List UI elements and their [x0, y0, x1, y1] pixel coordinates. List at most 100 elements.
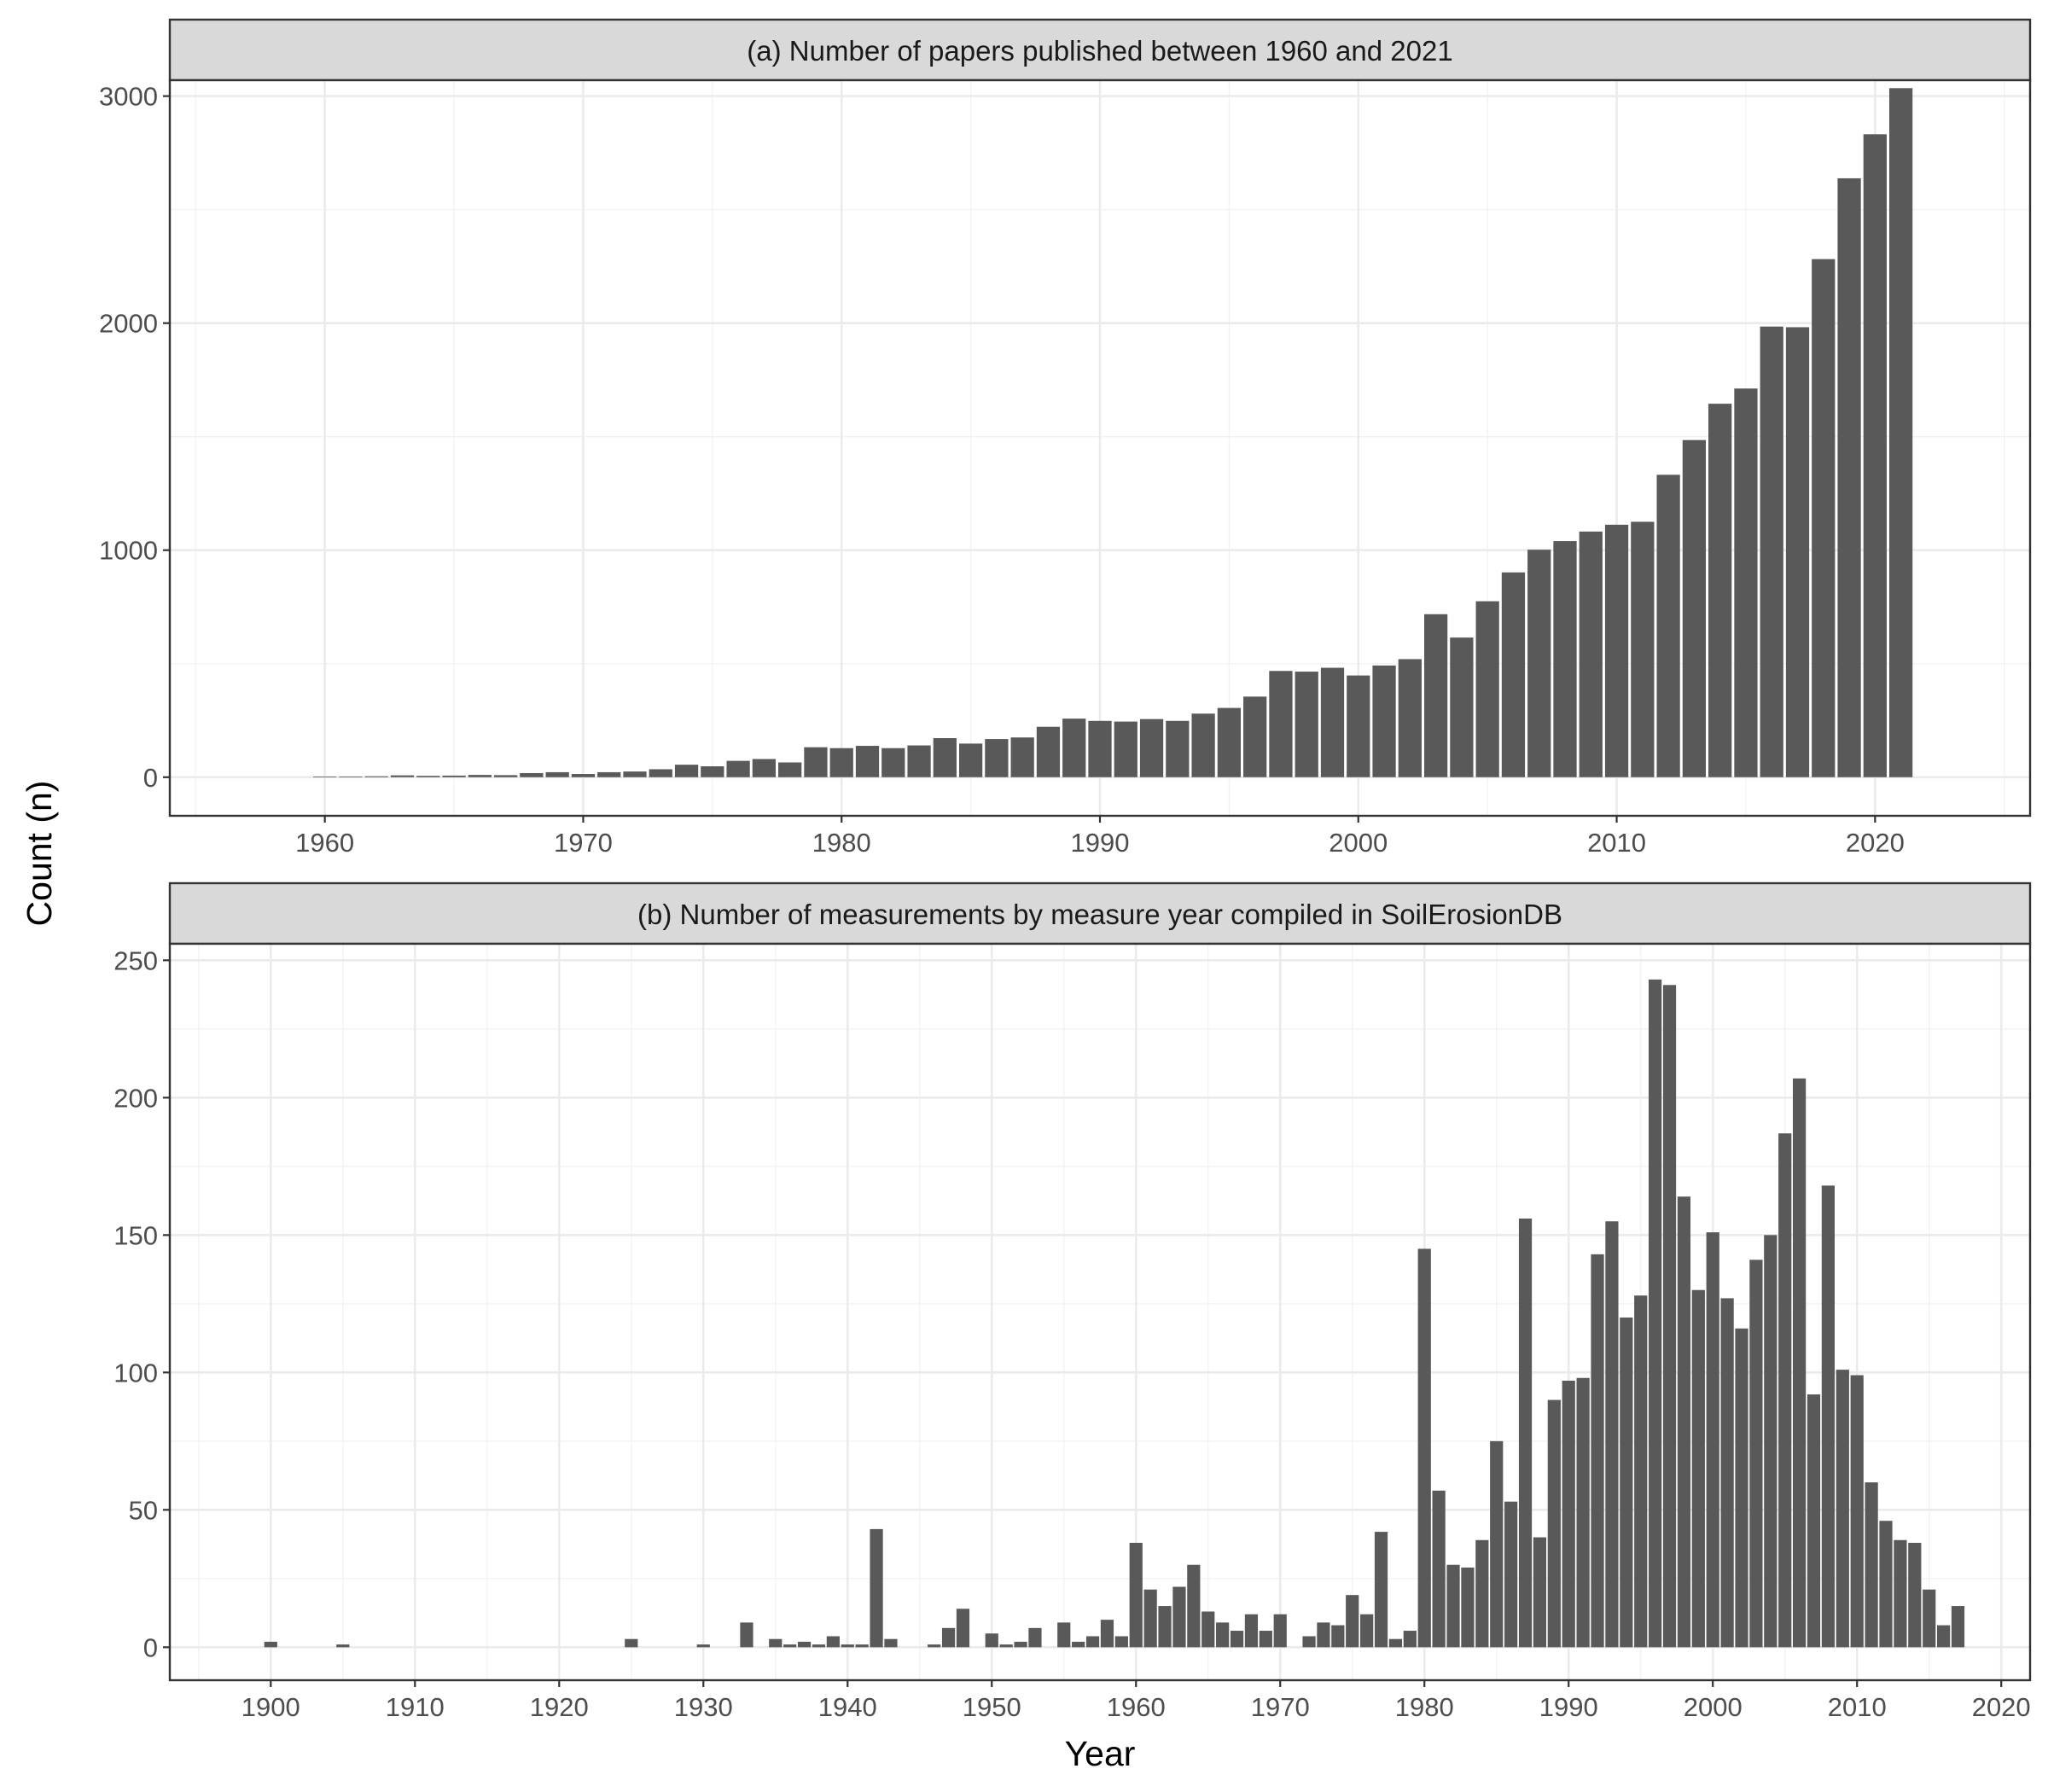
panel-b-bar: [1850, 1375, 1864, 1648]
panel-b-bar: [1201, 1611, 1215, 1648]
panel-b-y-tick-label: 0: [143, 1632, 158, 1662]
panel-b-bar: [1172, 1586, 1186, 1648]
panel-a-bar: [1088, 720, 1112, 777]
panel-a-x-tick-label: 2020: [1846, 828, 1905, 858]
panel-b-bar: [1691, 1289, 1705, 1648]
panel-a-bar: [1010, 737, 1034, 777]
panel-a-bar: [1217, 707, 1242, 777]
panel-b-bar: [1807, 1394, 1821, 1648]
panel-b-bar: [941, 1627, 956, 1648]
panel-a-bars: [313, 88, 1913, 777]
panel-a-bar: [520, 772, 544, 777]
panel-b-x-tick-label: 2010: [1828, 1692, 1887, 1722]
panel-a-bar: [1347, 675, 1370, 777]
panel-b-bar: [1057, 1622, 1071, 1648]
panel-a-bar: [1295, 672, 1318, 777]
panel-a-bar: [958, 743, 983, 777]
panel-a-bar: [1888, 88, 1913, 777]
panel-a-y-tick-label: 3000: [99, 82, 158, 112]
panel-b-bar: [1331, 1625, 1345, 1648]
panel-b-bar: [826, 1636, 840, 1648]
panel-b-title: (b) Number of measurements by measure ye…: [637, 899, 1562, 930]
panel-b-bar: [1778, 1133, 1792, 1648]
panel-b-bar: [1432, 1490, 1446, 1648]
panel-a-bar: [1837, 177, 1861, 777]
panel-b-bar: [1374, 1532, 1388, 1648]
panel-a-bar: [493, 775, 518, 777]
panel-b-bar: [1533, 1537, 1547, 1648]
panel-a-bar: [1760, 326, 1783, 777]
panel-b-y-tick-label: 200: [113, 1083, 158, 1113]
panel-a-bar: [1501, 572, 1526, 777]
panel-a-bar: [649, 769, 672, 777]
panel-b-bar: [1475, 1539, 1489, 1648]
panel-b-x-tick-label: 1940: [818, 1692, 877, 1722]
panel-b-bar: [1649, 979, 1662, 1648]
panel-b-bar: [1187, 1564, 1201, 1648]
panel-b-axes: 0 50 100 150 200 250 1900 1910 1920 1930 1940 1950 1…: [113, 945, 2030, 1722]
panel-b-bar: [1085, 1636, 1100, 1648]
panel-a-bar: [390, 775, 415, 777]
panel-a-bar: [1191, 713, 1215, 777]
panel-b-x-tick-label: 2000: [1684, 1692, 1743, 1722]
panel-b-bar: [1764, 1235, 1777, 1648]
panel-b-y-tick-label: 150: [113, 1220, 158, 1250]
panel-a-x-tick-label: 1970: [554, 828, 613, 858]
panel-a-bar: [1579, 531, 1603, 777]
panel-b-bar: [1388, 1638, 1403, 1648]
panel-a-title: (a) Number of papers published between 1…: [747, 35, 1452, 67]
panel-b-bar: [264, 1641, 277, 1648]
panel-b-bar: [1923, 1589, 1936, 1648]
panel-b-bar: [999, 1644, 1013, 1648]
panel-a-x-tick-label: 2010: [1587, 828, 1646, 858]
panel-a-bar: [1785, 327, 1810, 777]
panel-a-bar: [1475, 601, 1499, 777]
panel-a-x-tick-label: 1990: [1071, 828, 1130, 858]
panel-b-bar: [1677, 1196, 1691, 1648]
panel-b-bar: [1504, 1501, 1518, 1648]
panel-b-bar: [1490, 1440, 1504, 1648]
panel-b-bar: [1014, 1641, 1027, 1648]
panel-b-bar: [1518, 1219, 1533, 1648]
panel-b-y-tick-label: 100: [113, 1358, 158, 1388]
panel-b-bar: [783, 1644, 797, 1648]
panel-a-y-tick-label: 0: [143, 763, 158, 793]
panel-a-strip: [168, 18, 2032, 82]
panel-b-bar: [1259, 1631, 1272, 1648]
panel-b-bar: [1114, 1636, 1128, 1648]
panel-b-x-tick-label: 1980: [1395, 1692, 1454, 1722]
panel-b-bar: [1836, 1370, 1849, 1648]
panel-b-bar: [855, 1644, 869, 1648]
panel-b-bar: [1821, 1185, 1836, 1648]
panel-b-bar: [769, 1638, 783, 1648]
panel-b-bar: [1720, 1298, 1734, 1648]
panel-b-bar: [1129, 1542, 1143, 1648]
panel-b-bar: [1158, 1606, 1172, 1648]
panel-a-bar: [1036, 726, 1061, 777]
panel-a-x-tick-label: 2000: [1329, 828, 1388, 858]
panel-b-bar: [884, 1638, 898, 1648]
panel-b-bar: [740, 1622, 753, 1648]
panel-a-bar: [881, 748, 905, 777]
panel-b-y-tick-label: 50: [129, 1495, 158, 1525]
panel-b-bar: [1662, 985, 1677, 1648]
panel-a-bar: [1423, 614, 1448, 777]
x-axis-title: Year: [1065, 1734, 1136, 1773]
panel-b-x-tick-label: 1960: [1107, 1692, 1166, 1722]
panel-b-bar: [336, 1644, 350, 1648]
panel-a-bar: [416, 776, 440, 777]
panel-b-bar: [1749, 1260, 1763, 1648]
panel-a-y-tick-label: 1000: [99, 536, 158, 566]
panel-b-bar: [1879, 1521, 1893, 1648]
panel-a-bar: [1812, 259, 1836, 777]
panel-b-bar: [1346, 1595, 1359, 1648]
panel-b-bar: [1605, 1221, 1619, 1648]
panel-b-x-tick-label: 1920: [530, 1692, 589, 1722]
panel-a-x-tick-label: 1960: [295, 828, 354, 858]
panel-a-bar: [1243, 696, 1267, 777]
panel-b-bar: [1446, 1564, 1460, 1648]
panel-a-bar: [1139, 719, 1164, 777]
panel-a-bar: [1631, 521, 1655, 777]
panel-a-bar: [1527, 550, 1551, 777]
panel-b-bar: [1216, 1622, 1230, 1648]
